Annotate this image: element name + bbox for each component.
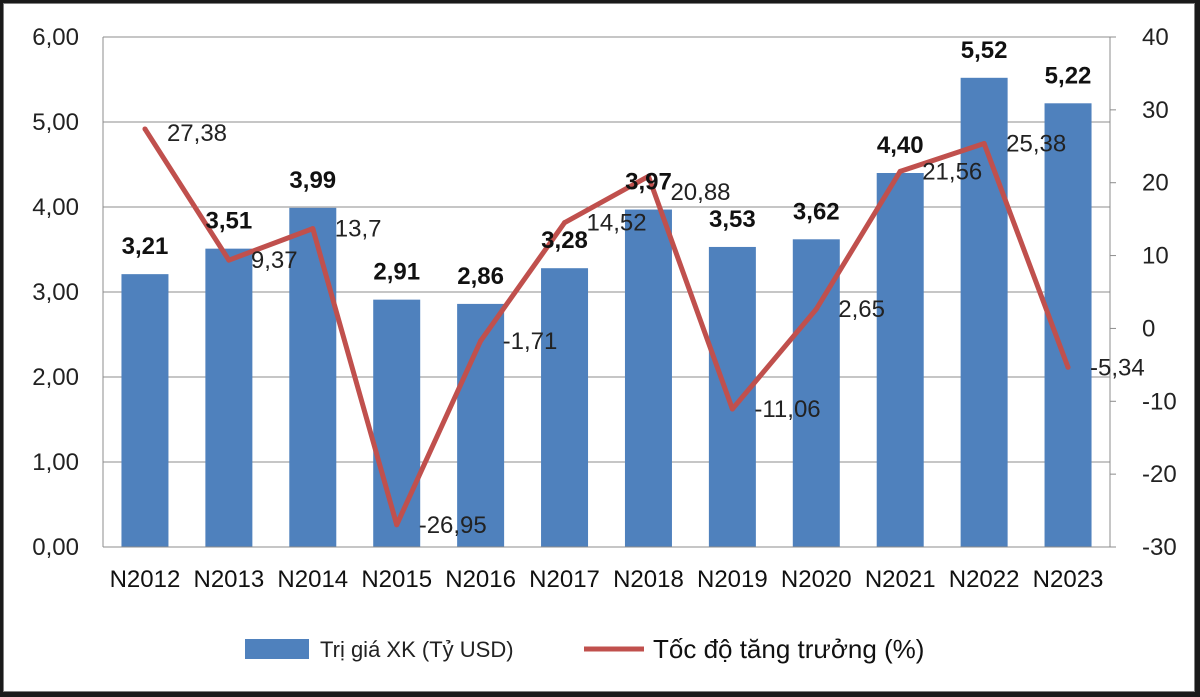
y-left-tick-label: 5,00 [32,109,79,136]
bar [121,274,169,547]
bar-value-label: 3,28 [541,227,588,254]
y-right-tick-label: 30 [1142,97,1169,124]
legend: Trị giá XK (Tỷ USD) Tốc độ tăng trưởng (… [245,634,924,664]
x-tick-label: N2013 [194,566,265,593]
line-point [310,226,316,232]
bar [205,248,253,547]
bar-value-label: 5,52 [961,37,1008,64]
legend-label-line: Tốc độ tăng trưởng (%) [653,634,924,664]
y-left-tick-label: 6,00 [32,24,79,51]
line-value-label: 25,38 [1006,131,1066,158]
line-series [142,126,1071,528]
line-point [897,168,903,174]
bar [541,268,589,547]
x-tick-label: N2017 [529,566,600,593]
line-value-label: 21,56 [922,158,982,185]
chart-frame: 0,00 1,00 2,00 3,00 4,00 5,00 6,00 -30 -20 -10 0 10… [3,3,1195,692]
bar [792,239,840,548]
y-left-tick-label: 4,00 [32,194,79,221]
line-value-label: 27,38 [167,120,227,147]
bar-value-label: 4,40 [877,132,924,159]
bar-series [121,77,1092,548]
line-value-label: -5,34 [1090,354,1145,381]
line-value-label: 2,65 [838,296,885,323]
bar [624,209,672,548]
x-tick-label: N2021 [865,566,936,593]
line-point [981,141,987,147]
x-tick-label: N2023 [1033,566,1104,593]
data-labels: 3,21 3,51 3,99 2,91 2,86 3,28 3,97 3,53 3,62 4,40… [122,37,1145,539]
line-point [1065,364,1071,370]
line-value-label: -26,95 [419,512,487,539]
line-value-label: 13,7 [335,216,382,243]
line-point [478,338,484,344]
line-point [729,406,735,412]
bar-value-label: 3,53 [709,206,756,233]
bar-value-label: 3,97 [625,169,672,196]
bar-value-label: 3,99 [289,167,336,194]
growth-line [142,127,1071,528]
bar-value-label: 3,21 [122,233,169,260]
bar [876,173,924,547]
combo-chart: 0,00 1,00 2,00 3,00 4,00 5,00 6,00 -30 -20 -10 0 10… [32,24,1176,664]
bar-value-label: 3,51 [206,208,253,235]
y-right-tick-label: 0 [1142,315,1155,342]
line-value-label: 9,37 [251,247,298,274]
y-left-tick-label: 3,00 [32,279,79,306]
line-point [394,522,400,528]
x-tick-label: N2018 [613,566,684,593]
x-tick-label: N2020 [781,566,852,593]
axes: 0,00 1,00 2,00 3,00 4,00 5,00 6,00 -30 -20 -10 0 10… [32,24,1176,593]
x-tick-label: N2019 [697,566,768,593]
x-tick-label: N2016 [445,566,516,593]
y-right-tick-label: -20 [1142,461,1177,488]
line-value-label: -11,06 [754,396,820,423]
y-right-tick-label: 20 [1142,170,1169,197]
line-point [645,173,651,179]
x-tick-label: N2015 [361,566,432,593]
y-left-tick-label: 0,00 [32,534,79,561]
bar [960,77,1008,548]
y-right-tick-label: -10 [1142,388,1177,415]
legend-label-bar: Trị giá XK (Tỷ USD) [320,637,514,662]
line-point [562,220,568,226]
line-value-label: 20,88 [670,179,730,206]
line-point [142,126,148,132]
legend-swatch-bar [245,639,309,659]
bar [373,299,421,547]
gridlines [103,36,1110,548]
bar [289,207,337,547]
line-point [226,257,232,263]
y-left-tick-label: 1,00 [32,449,79,476]
line-value-label: 14,52 [587,210,647,237]
bar-value-label: 5,22 [1045,62,1092,89]
y-right-tick-label: 10 [1142,243,1169,270]
bar-value-label: 2,86 [457,263,504,290]
x-tick-label: N2014 [277,566,348,593]
y-right-tick-label: 40 [1142,24,1169,51]
bar [708,246,756,547]
line-value-label: -1,71 [503,328,558,355]
line-point [813,306,819,312]
y-left-tick-label: 2,00 [32,364,79,391]
bar-value-label: 3,62 [793,198,840,225]
bar-value-label: 2,91 [373,259,420,286]
x-tick-label: N2022 [949,566,1020,593]
y-right-tick-label: -30 [1142,534,1177,561]
x-tick-label: N2012 [110,566,181,593]
